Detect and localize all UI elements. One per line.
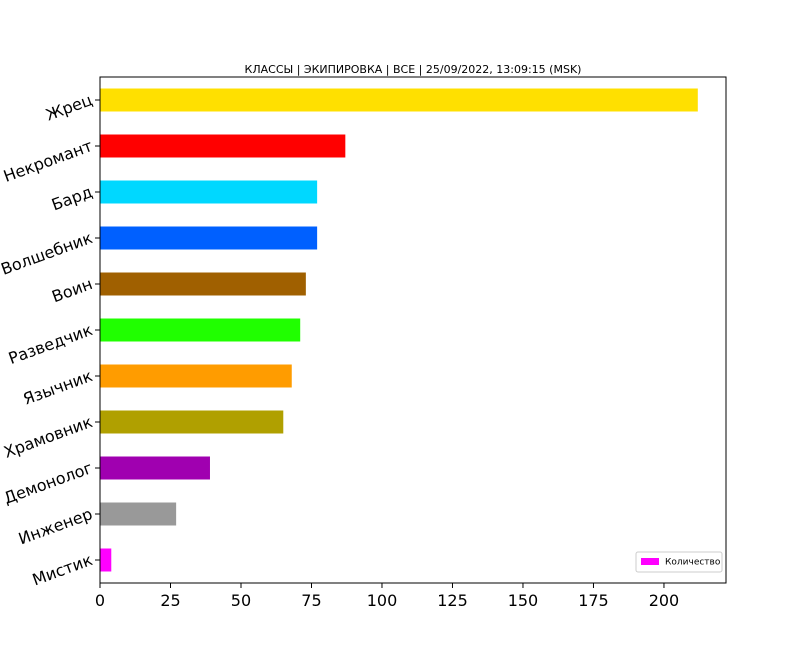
bar [100, 226, 318, 250]
y-tick-label: Разведчик [6, 320, 95, 368]
legend-box [635, 551, 723, 573]
x-tick-label: 75 [301, 591, 321, 610]
x-tick-label: 25 [160, 591, 180, 610]
x-tick-label: 125 [437, 591, 468, 610]
chart-title: КЛАССЫ | ЭКИПИРОВКА | ВСЕ | 25/09/2022, … [245, 63, 582, 76]
y-tick-label: Жрец [43, 90, 95, 124]
x-tick-label: 150 [508, 591, 539, 610]
bar [100, 180, 318, 204]
legend-swatch [641, 558, 659, 565]
y-tick-label: Некромант [1, 136, 95, 186]
x-tick-label: 100 [367, 591, 398, 610]
x-tick-label: 0 [95, 591, 105, 610]
bar [100, 456, 210, 480]
y-tick-label: Мистик [30, 550, 95, 589]
x-tick-label: 50 [231, 591, 251, 610]
y-tick-label: Бард [49, 182, 95, 214]
bar [100, 88, 698, 112]
bar [100, 134, 346, 158]
y-tick-label: Храмовник [1, 412, 95, 462]
x-tick-label: 200 [649, 591, 680, 610]
bar [100, 318, 301, 342]
bar [100, 272, 306, 296]
legend-label: Количество [665, 558, 721, 568]
y-tick-label: Инженер [16, 504, 95, 548]
bar [100, 548, 112, 572]
y-tick-label: Язычник [21, 366, 96, 409]
plot-frame [99, 76, 727, 584]
bar [100, 364, 292, 388]
y-tick-label: Воин [49, 274, 95, 306]
bar [100, 502, 177, 526]
y-tick-label: Волшебник [0, 228, 95, 279]
y-tick-label: Демонолог [1, 458, 95, 508]
x-tick-label: 175 [578, 591, 609, 610]
bar [100, 410, 284, 434]
